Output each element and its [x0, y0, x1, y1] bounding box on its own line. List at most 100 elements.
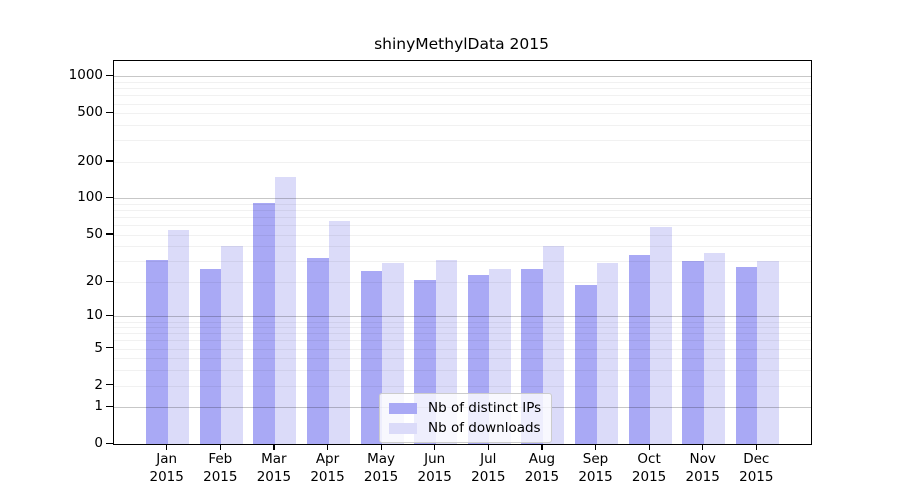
x-tick-label: May 2015: [363, 451, 399, 485]
bar-downloads-nov: [703, 253, 726, 444]
x-tick-label: Mar 2015: [256, 451, 292, 485]
gridline-minor: [114, 217, 811, 219]
gridline-minor: [114, 161, 811, 163]
gridline-minor: [114, 210, 811, 212]
x-tick-mark: [380, 444, 382, 450]
bar-downloads-sep: [596, 263, 618, 444]
gridline-minor: [114, 103, 811, 105]
x-tick-mark: [594, 444, 597, 450]
x-tick-label: Dec 2015: [739, 451, 774, 485]
y-tick-label: 1000: [68, 67, 103, 84]
bar-distinct-ips-feb: [199, 268, 222, 444]
x-tick-mark: [702, 444, 704, 450]
gridline-major: [114, 316, 811, 318]
x-tick-label: Nov 2015: [685, 451, 720, 485]
y-tick-label: 10: [85, 307, 103, 324]
y-tick-label: 100: [77, 189, 103, 206]
x-tick-mark: [755, 444, 757, 450]
gridline-minor: [114, 204, 811, 206]
y-tick-mark: [106, 442, 113, 444]
y-tick-label: 200: [77, 152, 103, 169]
bar-distinct-ips-may: [360, 270, 383, 444]
x-tick-label: Jan 2015: [149, 451, 184, 485]
gridline-major: [114, 76, 811, 78]
y-tick-label: 2: [94, 376, 103, 393]
y-tick-mark: [106, 233, 113, 235]
gridline-minor: [114, 234, 811, 236]
y-tick-mark: [106, 384, 113, 386]
x-tick-mark: [541, 444, 543, 450]
legend-label-downloads: Nb of downloads: [428, 420, 541, 436]
x-tick-label: Jul 2015: [471, 451, 506, 485]
y-tick-label: 5: [94, 339, 103, 356]
bar-downloads-apr: [328, 221, 350, 444]
bar-downloads-mar: [274, 177, 297, 444]
gridline-minor: [114, 140, 811, 142]
legend-item-distinct-ips: Nb of distinct IPs: [389, 400, 541, 416]
gridline-minor: [114, 88, 811, 90]
gridline-minor: [114, 82, 811, 84]
y-tick-label: 20: [85, 273, 103, 290]
x-tick-label: Oct 2015: [631, 451, 667, 485]
y-tick-mark: [106, 347, 113, 349]
grid-layer: [114, 61, 811, 444]
chart-title: shinyMethylData 2015: [374, 35, 549, 53]
x-tick-mark: [219, 444, 221, 450]
gridline-minor: [114, 333, 811, 335]
bar-distinct-ips-mar: [253, 202, 275, 444]
gridline-minor: [114, 321, 811, 323]
x-tick-label: Aug 2015: [524, 451, 560, 485]
bar-downloads-dec: [757, 261, 779, 444]
x-tick-mark: [273, 444, 275, 450]
bar-distinct-ips-oct: [628, 254, 651, 444]
y-tick-mark: [106, 160, 113, 162]
gridline-minor: [114, 385, 811, 387]
y-tick-label: 50: [85, 225, 103, 242]
y-tick-mark: [106, 74, 113, 77]
legend: Nb of distinct IPs Nb of downloads: [379, 393, 553, 443]
gridline-minor: [114, 125, 811, 127]
x-tick-mark: [487, 444, 489, 450]
x-tick-label: Feb 2015: [203, 451, 238, 485]
gridline-minor: [114, 348, 811, 350]
gridline-minor: [114, 113, 811, 115]
gridline-minor: [114, 340, 811, 342]
bar-downloads-oct: [650, 227, 672, 444]
gridline-minor: [114, 358, 811, 360]
x-tick-mark: [326, 444, 329, 450]
y-tick-mark: [106, 111, 113, 114]
plot-area: Nb of distinct IPs Nb of downloads: [113, 60, 812, 445]
x-tick-label: Apr 2015: [310, 451, 345, 485]
bar-distinct-ips-nov: [682, 261, 704, 444]
legend-swatch-distinct-ips: [389, 402, 417, 414]
bar-distinct-ips-jan: [146, 259, 168, 444]
gridline-minor: [114, 225, 811, 227]
y-tick-mark: [106, 280, 113, 282]
x-tick-mark: [648, 444, 650, 450]
y-tick-label: 0: [94, 435, 103, 451]
legend-label-distinct-ips: Nb of distinct IPs: [428, 400, 542, 416]
gridline-minor: [114, 261, 811, 263]
bar-downloads-feb: [221, 246, 243, 444]
y-tick-mark: [106, 405, 113, 407]
bar-downloads-jan: [167, 229, 190, 444]
gridline-major: [114, 198, 811, 200]
y-tick-label: 500: [77, 104, 103, 121]
x-tick-label: Jun 2015: [417, 451, 452, 485]
bar-distinct-ips-sep: [575, 284, 597, 444]
legend-item-downloads: Nb of downloads: [389, 420, 541, 436]
gridline-minor: [114, 327, 811, 329]
y-tick-mark: [106, 196, 113, 199]
bar-distinct-ips-apr: [307, 257, 329, 444]
bar-distinct-ips-dec: [735, 266, 758, 444]
x-tick-label: Sep 2015: [578, 451, 613, 485]
legend-swatch-downloads: [389, 422, 417, 434]
y-tick-label: 1: [94, 398, 103, 415]
gridline-minor: [114, 370, 811, 372]
gridline-minor: [114, 246, 811, 248]
y-tick-mark: [106, 314, 113, 317]
gridline-minor: [114, 95, 811, 97]
x-tick-mark: [166, 444, 168, 450]
x-tick-mark: [434, 444, 436, 450]
